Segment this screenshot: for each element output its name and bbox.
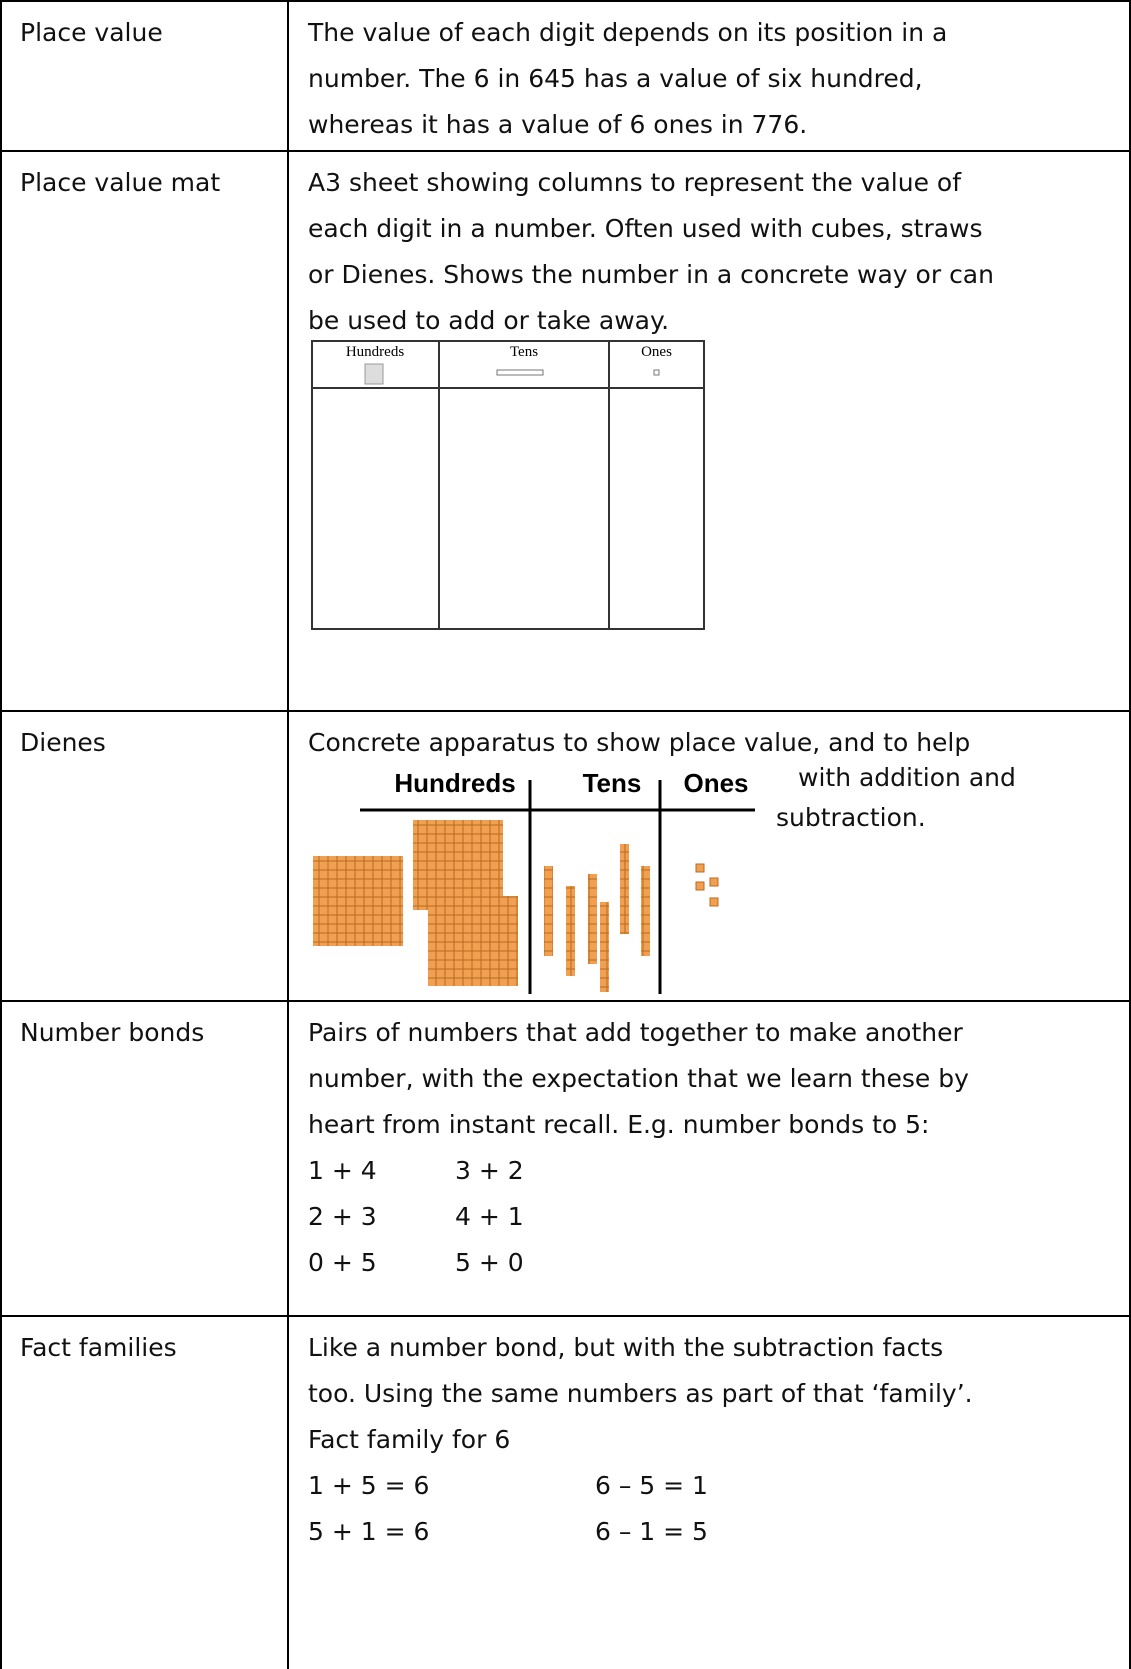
chart-header: Tens [583, 768, 642, 798]
pair-item: 3 + 2 [455, 1156, 524, 1185]
chart-header: Ones [683, 768, 748, 798]
description-line: A3 sheet showing columns to represent th… [308, 168, 961, 197]
pair-item: 2 + 3 [308, 1202, 377, 1231]
description: The value of each digit depends on its p… [308, 10, 947, 148]
description-line: or Dienes. Shows the number in a concret… [308, 260, 994, 289]
description-line: heart from instant recall. E.g. number b… [308, 1110, 930, 1139]
pair-item: 6 – 1 = 5 [595, 1517, 708, 1546]
ten-icon [496, 369, 544, 376]
description-line: Like a number bond, but with the subtrac… [308, 1333, 944, 1362]
ten-rod [600, 902, 609, 992]
description: Like a number bond, but with the subtrac… [308, 1325, 973, 1463]
description-line: with addition and [798, 763, 1016, 792]
hundred-flat [428, 896, 518, 986]
ten-rod [566, 886, 575, 976]
ten-rod [620, 844, 629, 934]
dienes-chart: Hundreds Tens Ones [313, 768, 755, 994]
description-line: each digit in a number. Often used with … [308, 214, 983, 243]
pair-item: 1 + 5 = 6 [308, 1471, 430, 1500]
one-cube [695, 863, 705, 873]
description-line: Concrete apparatus to show place value, … [308, 728, 971, 757]
description-line: Fact family for 6 [308, 1425, 511, 1454]
description-line: subtraction. [776, 803, 926, 832]
hundred-flat [313, 856, 403, 946]
description-line: whereas it has a value of 6 ones in 776. [308, 110, 808, 139]
term: Place value [20, 18, 163, 47]
chart-header: Hundreds [394, 768, 515, 798]
mat-frame [311, 340, 705, 630]
table-row: Place value mat A3 sheet showing columns … [0, 150, 1131, 710]
description: Concrete apparatus to show place value, … [308, 720, 970, 766]
mat-header: Hundreds [346, 344, 404, 360]
mat-header: Tens [510, 344, 538, 360]
table-row: Number bonds Pairs of numbers that add to… [0, 1000, 1131, 1315]
mat-header: Ones [641, 344, 672, 360]
ten-rod [588, 874, 597, 964]
description-line: Pairs of numbers that add together to ma… [308, 1018, 963, 1047]
description-line: number, with the expectation that we lea… [308, 1064, 969, 1093]
description-line: number. The 6 in 645 has a value of six … [308, 64, 923, 93]
pair-item: 1 + 4 [308, 1156, 377, 1185]
description-line: be used to add or take away. [308, 306, 670, 335]
pair-item: 4 + 1 [455, 1202, 524, 1231]
term: Fact families [20, 1333, 177, 1362]
border [1129, 0, 1131, 1669]
column-divider [287, 0, 289, 1669]
one-cube [709, 877, 719, 887]
table-row: Dienes Concrete apparatus to show place v… [0, 710, 1131, 1000]
ten-rod [544, 866, 553, 956]
description: Pairs of numbers that add together to ma… [308, 1010, 969, 1148]
border [0, 0, 2, 1669]
description-line: The value of each digit depends on its p… [308, 18, 948, 47]
description-line: too. Using the same numbers as part of t… [308, 1379, 973, 1408]
pair-item: 6 – 5 = 1 [595, 1471, 708, 1500]
ten-rod [641, 866, 650, 956]
place-value-mat: Hundreds Tens Ones [311, 340, 705, 630]
term: Number bonds [20, 1018, 205, 1047]
term: Dienes [20, 728, 106, 757]
one-icon [653, 369, 660, 376]
pair-item: 5 + 1 = 6 [308, 1517, 430, 1546]
term: Place value mat [20, 168, 221, 197]
table-row: Place value The value of each digit depen… [0, 0, 1131, 150]
description: A3 sheet showing columns to represent th… [308, 160, 994, 344]
one-cube [709, 897, 719, 907]
table-row: Fact families Like a number bond, but wit… [0, 1315, 1131, 1669]
hundred-icon [364, 363, 384, 385]
hundred-flat [413, 820, 503, 910]
pair-item: 5 + 0 [455, 1248, 524, 1277]
one-cube [695, 881, 705, 891]
pair-item: 0 + 5 [308, 1248, 377, 1277]
